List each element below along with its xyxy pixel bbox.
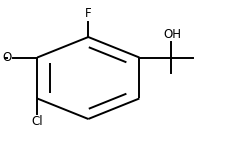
Text: O: O [2,51,12,64]
Text: F: F [85,7,92,20]
Text: OH: OH [164,28,182,41]
Text: Cl: Cl [31,115,43,129]
